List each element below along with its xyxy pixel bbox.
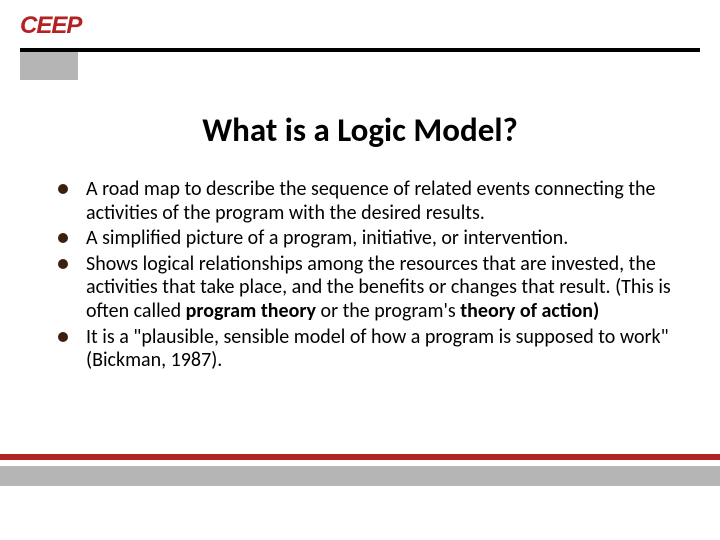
top-divider <box>20 48 700 52</box>
list-item-text: A simplified picture of a program, initi… <box>86 226 568 250</box>
logo: CEEP <box>20 12 81 40</box>
bullet-icon <box>58 332 68 342</box>
bullet-icon <box>58 233 68 243</box>
bullet-icon <box>58 184 68 194</box>
slide-body: A road map to describe the sequence of r… <box>52 178 682 375</box>
bullet-icon <box>58 259 68 269</box>
list-item: A road map to describe the sequence of r… <box>52 178 682 225</box>
list-item: A simplified picture of a program, initi… <box>52 227 682 251</box>
list-item-text: Shows logical relationships among the re… <box>86 252 671 323</box>
slide-title: What is a Logic Model? <box>0 110 720 150</box>
list-item-text: A road map to describe the sequence of r… <box>86 177 656 225</box>
bottom-red-rule <box>0 454 720 460</box>
list-item: It is a "plausible, sensible model of ho… <box>52 326 682 373</box>
bullet-list: A road map to describe the sequence of r… <box>52 178 682 373</box>
list-item-text: It is a "plausible, sensible model of ho… <box>86 325 669 373</box>
header-gray-block <box>20 52 78 80</box>
bottom-gray-rule <box>0 466 720 486</box>
bottom-divider <box>0 454 720 486</box>
list-item: Shows logical relationships among the re… <box>52 253 682 324</box>
